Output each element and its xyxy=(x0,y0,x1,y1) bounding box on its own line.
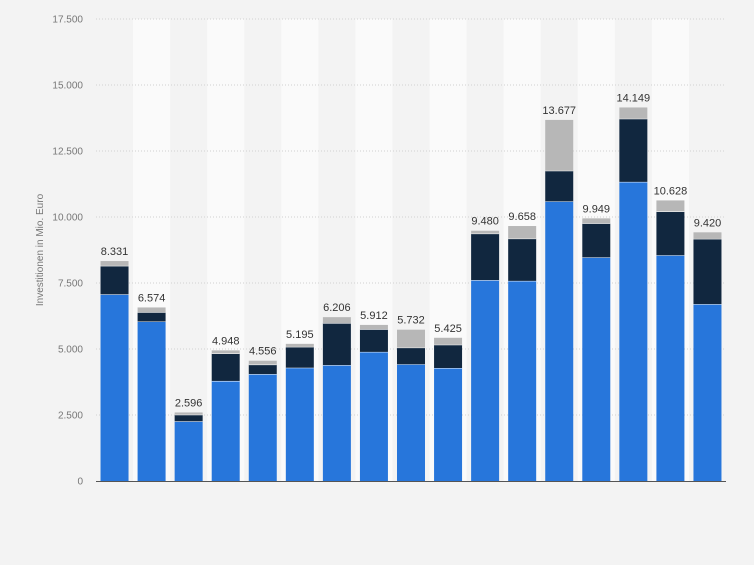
total-label: 9.658 xyxy=(508,211,536,223)
bar-stack xyxy=(545,119,574,481)
bar-segment-1 xyxy=(211,380,240,481)
bar-segment-1 xyxy=(100,294,129,481)
bar-segment-2 xyxy=(137,312,166,322)
total-label: 6.574 xyxy=(138,292,166,304)
y-tick-label: 5.000 xyxy=(58,345,83,356)
total-label: 14.149 xyxy=(617,92,651,104)
y-tick-label: 17.500 xyxy=(52,15,83,26)
bar-stack xyxy=(211,350,240,481)
bars xyxy=(100,107,722,481)
total-label: 8.331 xyxy=(101,246,129,258)
total-label: 4.948 xyxy=(212,335,240,347)
bar-stack xyxy=(693,232,722,481)
bar-segment-2 xyxy=(582,223,611,258)
bar-segment-3 xyxy=(322,317,351,324)
total-label: 13.677 xyxy=(542,105,576,117)
bar-segment-1 xyxy=(656,255,685,481)
y-tick-label: 15.000 xyxy=(52,81,83,92)
bar-stack xyxy=(619,107,648,481)
bar-segment-2 xyxy=(174,414,203,422)
bar-stack xyxy=(471,230,500,481)
bar-stack xyxy=(397,329,425,481)
bar-segment-1 xyxy=(322,365,351,481)
bar-segment-2 xyxy=(322,323,351,366)
bar-stack xyxy=(174,412,203,481)
bar-segment-2 xyxy=(508,238,537,281)
bar-segment-3 xyxy=(285,343,314,347)
bar-segment-2 xyxy=(545,170,574,202)
bar-stack xyxy=(322,317,351,481)
bar-stack xyxy=(656,200,685,481)
bar-segment-2 xyxy=(397,347,425,365)
bar-segment-3 xyxy=(434,337,463,345)
y-tick-label: 10.000 xyxy=(52,213,83,224)
bar-segment-2 xyxy=(656,211,685,256)
bar-segment-1 xyxy=(248,374,277,481)
bar-segment-3 xyxy=(359,324,388,330)
bar-segment-2 xyxy=(211,353,240,381)
bar-segment-3 xyxy=(545,119,574,171)
bar-segment-1 xyxy=(693,304,722,481)
bar-segment-3 xyxy=(619,107,648,119)
bar-segment-1 xyxy=(619,181,648,481)
total-label: 9.420 xyxy=(694,217,722,229)
bar-segment-1 xyxy=(285,367,314,481)
total-labels: 8.331 6.574 2.596 4.948 4.556 5.195 6.206 5.912… xyxy=(101,92,721,409)
bar-segment-1 xyxy=(359,351,388,481)
bar-segment-1 xyxy=(545,201,574,481)
total-label: 5.195 xyxy=(286,329,314,341)
bar-segment-3 xyxy=(582,218,611,224)
bar-segment-3 xyxy=(100,261,129,266)
bar-segment-3 xyxy=(471,230,500,234)
bar-segment-1 xyxy=(434,368,463,481)
y-axis-label: Investitionen in Mio. Euro xyxy=(35,193,46,306)
bar-stack xyxy=(434,337,463,481)
bar-stack xyxy=(137,307,166,481)
total-label: 10.628 xyxy=(654,185,688,197)
total-label: 4.556 xyxy=(249,346,277,358)
bar-segment-3 xyxy=(248,360,277,365)
bar-segment-1 xyxy=(397,364,425,481)
bar-segment-1 xyxy=(471,280,500,481)
bar-segment-3 xyxy=(397,329,425,348)
total-label: 9.480 xyxy=(471,216,499,228)
bar-segment-2 xyxy=(619,118,648,182)
total-label: 2.596 xyxy=(175,397,203,409)
bar-segment-3 xyxy=(656,200,685,212)
bar-segment-3 xyxy=(693,232,722,239)
total-label: 5.732 xyxy=(397,315,425,327)
bar-stack xyxy=(285,343,314,481)
bar-segment-1 xyxy=(174,421,203,481)
bar-segment-2 xyxy=(248,364,277,375)
total-label: 5.425 xyxy=(434,323,462,335)
y-tick-label: 7.500 xyxy=(58,279,83,290)
y-tick-label: 12.500 xyxy=(52,147,83,158)
bar-segment-2 xyxy=(693,238,722,305)
total-label: 9.949 xyxy=(583,203,611,215)
bar-segment-2 xyxy=(359,329,388,352)
bar-segment-3 xyxy=(137,307,166,313)
bar-segment-1 xyxy=(582,257,611,481)
bar-segment-2 xyxy=(434,344,463,369)
bar-stack xyxy=(248,360,277,481)
y-axis-ticks: 0 2.500 5.000 7.500 10.000 12.500 15.000 17.500 xyxy=(52,15,83,488)
bar-segment-3 xyxy=(508,226,537,239)
bar-stack xyxy=(508,226,537,481)
bar-segment-1 xyxy=(508,280,537,481)
bar-segment-3 xyxy=(174,412,203,415)
y-tick-label: 0 xyxy=(77,477,83,488)
bar-segment-2 xyxy=(471,233,500,281)
bar-stack xyxy=(100,261,129,481)
bar-stack xyxy=(359,324,388,481)
total-label: 6.206 xyxy=(323,302,351,314)
bar-segment-2 xyxy=(285,346,314,368)
bar-segment-1 xyxy=(137,321,166,481)
total-label: 5.912 xyxy=(360,310,388,322)
y-tick-label: 2.500 xyxy=(58,411,83,422)
bar-stack xyxy=(582,218,611,481)
bar-segment-2 xyxy=(100,265,129,295)
bar-segment-3 xyxy=(211,350,240,354)
